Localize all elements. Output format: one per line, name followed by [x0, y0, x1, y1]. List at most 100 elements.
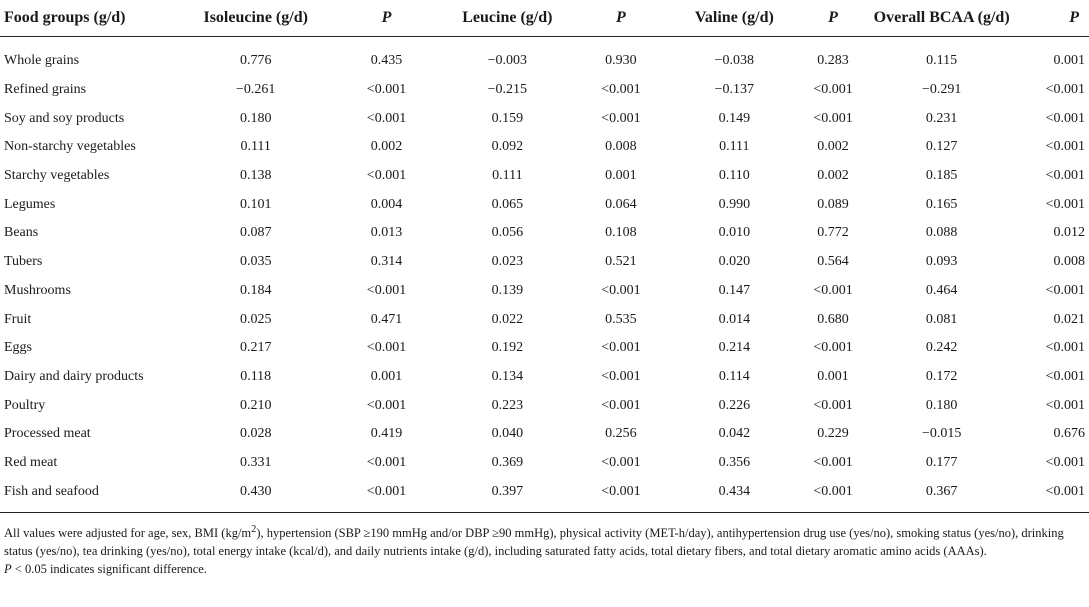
cell-leucine: 0.065 [491, 196, 524, 212]
cell-overall-bcaa: 0.172 [925, 368, 958, 384]
significance-note-text: < 0.05 indicates significant difference. [11, 562, 207, 577]
cell-valine: 0.010 [718, 225, 751, 241]
cell-valine: −0.137 [714, 82, 755, 98]
table-row: Processed meat 0.028 0.419 0.040 0.256 0.042 0… [0, 420, 1089, 449]
cell-p-valine: <0.001 [813, 110, 853, 126]
cell-p-isoleucine: 0.004 [370, 196, 403, 212]
cell-food-group: Red meat [4, 454, 58, 470]
table-footnotes: All values were adjusted for age, sex, B… [4, 521, 1084, 578]
header-row: Food groups (g/d) Isoleucine (g/d) P Leu… [0, 0, 1089, 37]
table-row: Refined grains −0.261 <0.001 −0.215 <0.001 −0… [0, 76, 1089, 105]
cell-p-leucine: 0.256 [605, 426, 637, 442]
cell-leucine: 0.139 [491, 282, 524, 298]
cell-valine: 0.226 [718, 397, 751, 413]
cell-p-valine: <0.001 [813, 82, 853, 98]
cell-p-leucine: 0.008 [605, 139, 637, 155]
cell-p-leucine: <0.001 [601, 454, 641, 470]
cell-food-group: Legumes [4, 196, 56, 212]
cell-p-valine: 0.002 [817, 168, 849, 184]
cell-p-leucine: <0.001 [601, 82, 641, 98]
cell-p-valine: 0.001 [817, 368, 849, 384]
cell-leucine: 0.192 [491, 340, 524, 356]
cell-isoleucine: 0.101 [239, 196, 272, 212]
table-row: Red meat 0.331 <0.001 0.369 <0.001 0.356 <0.00… [0, 449, 1089, 478]
cell-valine: 0.214 [718, 340, 751, 356]
cell-food-group: Processed meat [4, 426, 91, 442]
cell-overall-bcaa: 0.115 [926, 53, 958, 69]
cell-p-isoleucine: 0.471 [370, 311, 403, 327]
cell-leucine: 0.223 [491, 397, 524, 413]
cell-p-isoleucine: <0.001 [366, 340, 407, 356]
cell-p-isoleucine: 0.419 [370, 426, 403, 442]
header-p-overall-bcaa: P [1010, 0, 1089, 37]
adjustment-note: All values were adjusted for age, sex, B… [4, 521, 1084, 560]
cell-p-leucine: <0.001 [601, 282, 641, 298]
cell-p-leucine: <0.001 [601, 397, 641, 413]
cell-p-isoleucine: 0.435 [370, 53, 403, 69]
header-overall-bcaa: Overall BCAA (g/d) [872, 0, 1011, 37]
cell-isoleucine: 0.776 [239, 53, 272, 69]
cell-p-overall-bcaa: 0.021 [1053, 311, 1086, 327]
cell-p-leucine: <0.001 [566, 477, 676, 514]
table-row: Poultry 0.210 <0.001 0.223 <0.001 0.226 <0.001… [0, 391, 1089, 420]
cell-p-valine: 0.680 [817, 311, 849, 327]
cell-food-group: Whole grains [4, 53, 80, 69]
cell-p-overall-bcaa: <0.001 [1045, 168, 1085, 184]
cell-p-leucine: 0.535 [605, 311, 637, 327]
table-row: Mushrooms 0.184 <0.001 0.139 <0.001 0.147 <0.0… [0, 277, 1089, 306]
significance-p-symbol: P [4, 562, 12, 577]
cell-valine: 0.014 [718, 311, 751, 327]
cell-p-overall-bcaa: 0.001 [1053, 53, 1086, 69]
cell-isoleucine: 0.087 [239, 225, 272, 241]
cell-valine: 0.356 [718, 454, 751, 470]
cell-p-isoleucine: <0.001 [366, 282, 407, 298]
cell-p-leucine: <0.001 [601, 340, 641, 356]
cell-leucine: 0.022 [491, 311, 524, 327]
cell-p-overall-bcaa: <0.001 [1045, 139, 1085, 155]
table-row: Starchy vegetables 0.138 <0.001 0.111 0.001 0… [0, 162, 1089, 191]
cell-p-isoleucine: 0.002 [370, 139, 403, 155]
cell-valine: 0.990 [718, 196, 751, 212]
cell-p-valine: 0.772 [817, 225, 849, 241]
adjustment-note-superscript: 2 [251, 524, 257, 535]
cell-overall-bcaa: 0.231 [925, 110, 958, 126]
cell-overall-bcaa: 0.127 [925, 139, 958, 155]
cell-p-leucine: <0.001 [601, 368, 641, 384]
cell-p-isoleucine: <0.001 [366, 454, 407, 470]
cell-food-group: Mushrooms [4, 282, 71, 298]
cell-valine: 0.147 [718, 282, 751, 298]
cell-p-valine: <0.001 [813, 397, 853, 413]
cell-p-valine: 0.089 [817, 196, 849, 212]
cell-overall-bcaa: 0.081 [925, 311, 958, 327]
cell-p-overall-bcaa: <0.001 [1045, 196, 1085, 212]
header-leucine: Leucine (g/d) [448, 0, 567, 37]
cell-isoleucine: 0.331 [239, 454, 272, 470]
adjustment-note-text: All values were adjusted for age, sex, B… [4, 526, 252, 541]
table-header: Food groups (g/d) Isoleucine (g/d) P Leu… [0, 0, 1089, 37]
cell-isoleucine: 0.025 [239, 311, 272, 327]
cell-isoleucine: 0.430 [186, 477, 325, 514]
cell-overall-bcaa: 0.242 [925, 340, 958, 356]
cell-overall-bcaa: 0.093 [925, 254, 958, 270]
cell-food-group: Beans [4, 225, 39, 241]
cell-isoleucine: 0.035 [239, 254, 272, 270]
cell-food-group: Soy and soy products [4, 110, 125, 126]
cell-overall-bcaa: 0.185 [925, 168, 958, 184]
cell-food-group: Fish and seafood [0, 477, 187, 514]
cell-overall-bcaa: −0.015 [921, 426, 962, 442]
cell-valine: 0.042 [718, 426, 751, 442]
cell-p-isoleucine: <0.001 [366, 397, 407, 413]
cell-p-isoleucine: <0.001 [366, 110, 407, 126]
cell-food-group: Starchy vegetables [4, 168, 110, 184]
cell-p-overall-bcaa: 0.008 [1053, 254, 1086, 270]
cell-food-group: Non-starchy vegetables [4, 139, 136, 155]
cell-p-isoleucine: 0.001 [370, 368, 403, 384]
cell-isoleucine: 0.118 [240, 368, 272, 384]
cell-isoleucine: 0.180 [239, 110, 272, 126]
cell-food-group: Tubers [4, 254, 43, 270]
food-group-bcaa-table: Food groups (g/d) Isoleucine (g/d) P Leu… [0, 0, 1089, 514]
cell-leucine: 0.111 [492, 168, 523, 184]
cell-isoleucine: −0.261 [235, 82, 276, 98]
cell-p-overall-bcaa: <0.001 [1010, 477, 1089, 514]
cell-p-overall-bcaa: <0.001 [1045, 368, 1085, 384]
